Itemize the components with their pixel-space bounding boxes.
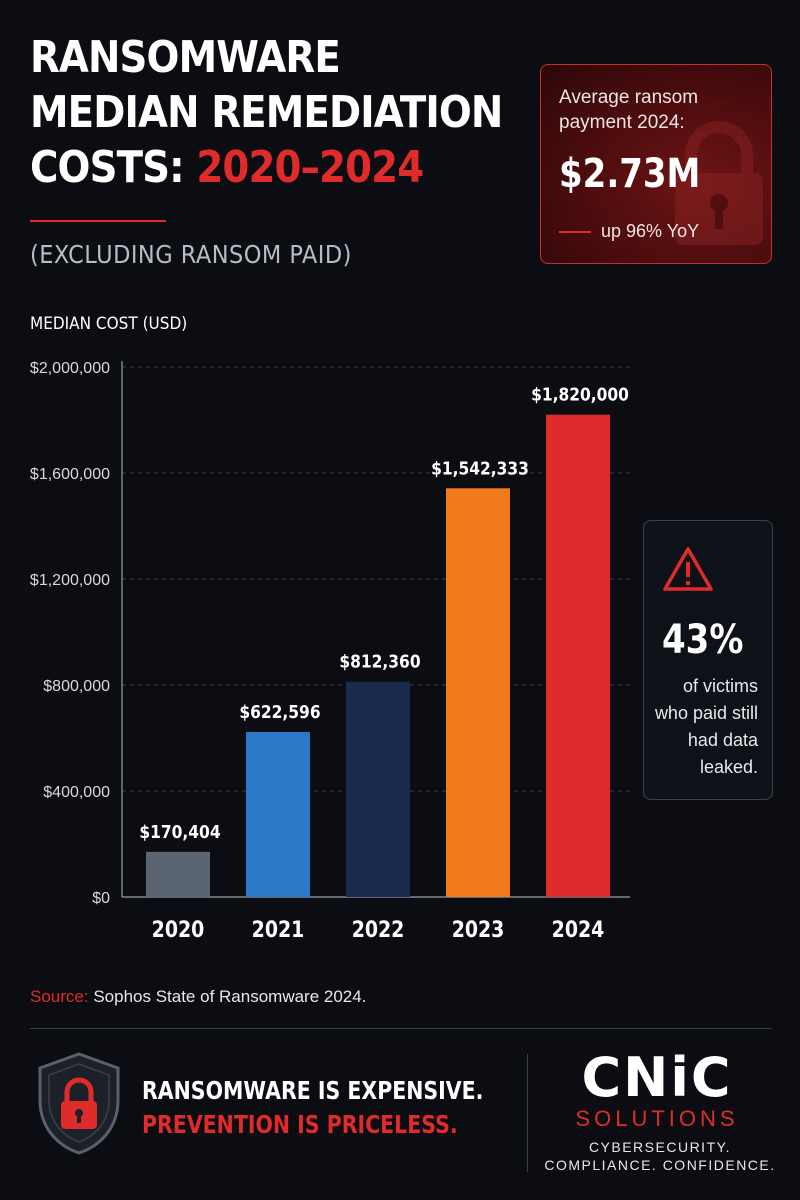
source-note: Source: Sophos State of Ransomware 2024. (30, 987, 366, 1007)
title-underline (30, 220, 166, 222)
y-axis-label: MEDIAN COST (USD) (30, 314, 188, 334)
brand-tagline-line-2: COMPLIANCE. CONFIDENCE. (544, 1157, 776, 1173)
ransom-payment-value: $2.73M (559, 151, 701, 197)
ransom-payment-change: up 96% YoY (559, 221, 699, 242)
bar (446, 488, 510, 897)
tagline-line-2: PREVENTION IS PRICELESS. (142, 1110, 458, 1139)
page-title: RANSOMWARE MEDIAN REMEDIATION COSTS: 202… (30, 30, 503, 195)
brand-tagline-line-1: CYBERSECURITY. (588, 1139, 732, 1155)
x-tick-label: 2022 (352, 917, 405, 943)
bar-value-label: $1,542,333 (431, 457, 529, 478)
brand-tagline: CYBERSECURITY. COMPLIANCE. CONFIDENCE. (540, 1138, 780, 1174)
brand-logo-name: CNiC (581, 1046, 733, 1109)
x-tick-label: 2020 (152, 917, 205, 943)
page-subtitle: (EXCLUDING RANSOM PAID) (30, 240, 352, 269)
title-line-3: COSTS: 2020–2024 (30, 140, 461, 195)
y-tick-label: $1,200,000 (30, 572, 110, 589)
title-line-3-prefix: COSTS: (30, 142, 197, 193)
y-tick-label: $2,000,000 (30, 360, 110, 377)
leak-description: of victims who paid still had data leake… (654, 676, 758, 777)
source-text: Sophos State of Ransomware 2024. (88, 987, 367, 1006)
y-tick-label: $0 (92, 890, 110, 907)
source-label: Source: (30, 987, 89, 1006)
change-dash (559, 230, 591, 233)
x-tick-label: 2023 (452, 917, 505, 943)
ransom-payment-label: Average ransom payment 2024: (559, 87, 699, 133)
data-leak-callout: 43% of victims who paid still had data l… (643, 520, 773, 800)
tagline-line-1: RANSOMWARE IS EXPENSIVE. (142, 1076, 484, 1105)
bar (146, 851, 210, 897)
title-line-2: MEDIAN REMEDIATION (30, 87, 503, 138)
bar-value-label: $622,596 (239, 701, 320, 722)
ransom-payment-callout: Average ransom payment 2024: $2.73M up 9… (540, 64, 772, 264)
brand-logo-sub: SOLUTIONS (575, 1106, 739, 1131)
shield-lock-icon (38, 1052, 120, 1155)
x-tick-label: 2024 (552, 917, 605, 943)
bar (346, 681, 410, 897)
footer-tagline: RANSOMWARE IS EXPENSIVE. PREVENTION IS P… (142, 1074, 483, 1142)
bar (246, 732, 310, 897)
title-line-1: RANSOMWARE (30, 32, 341, 83)
y-tick-label: $1,600,000 (30, 466, 110, 483)
bar-value-label: $812,360 (339, 651, 420, 672)
bar-chart: $0 $400,000 $800,000 $1,200,000 $1,600,000 $2… (30, 360, 630, 943)
bar-value-label: $170,404 (139, 821, 220, 842)
bar-value-label: $1,820,000 (531, 384, 629, 405)
leak-percent: 43% (662, 617, 744, 663)
y-tick-label: $800,000 (43, 678, 110, 695)
warning-triangle-icon (663, 547, 713, 591)
y-tick-label: $400,000 (43, 784, 110, 801)
footer-divider (30, 1028, 772, 1029)
padlock-icon (675, 121, 763, 245)
footer-vertical-divider (527, 1054, 528, 1172)
x-tick-label: 2021 (252, 917, 305, 943)
ransom-payment-change-text: up 96% YoY (601, 221, 700, 241)
title-line-3-highlight: 2020–2024 (196, 142, 424, 193)
bar (546, 414, 610, 897)
